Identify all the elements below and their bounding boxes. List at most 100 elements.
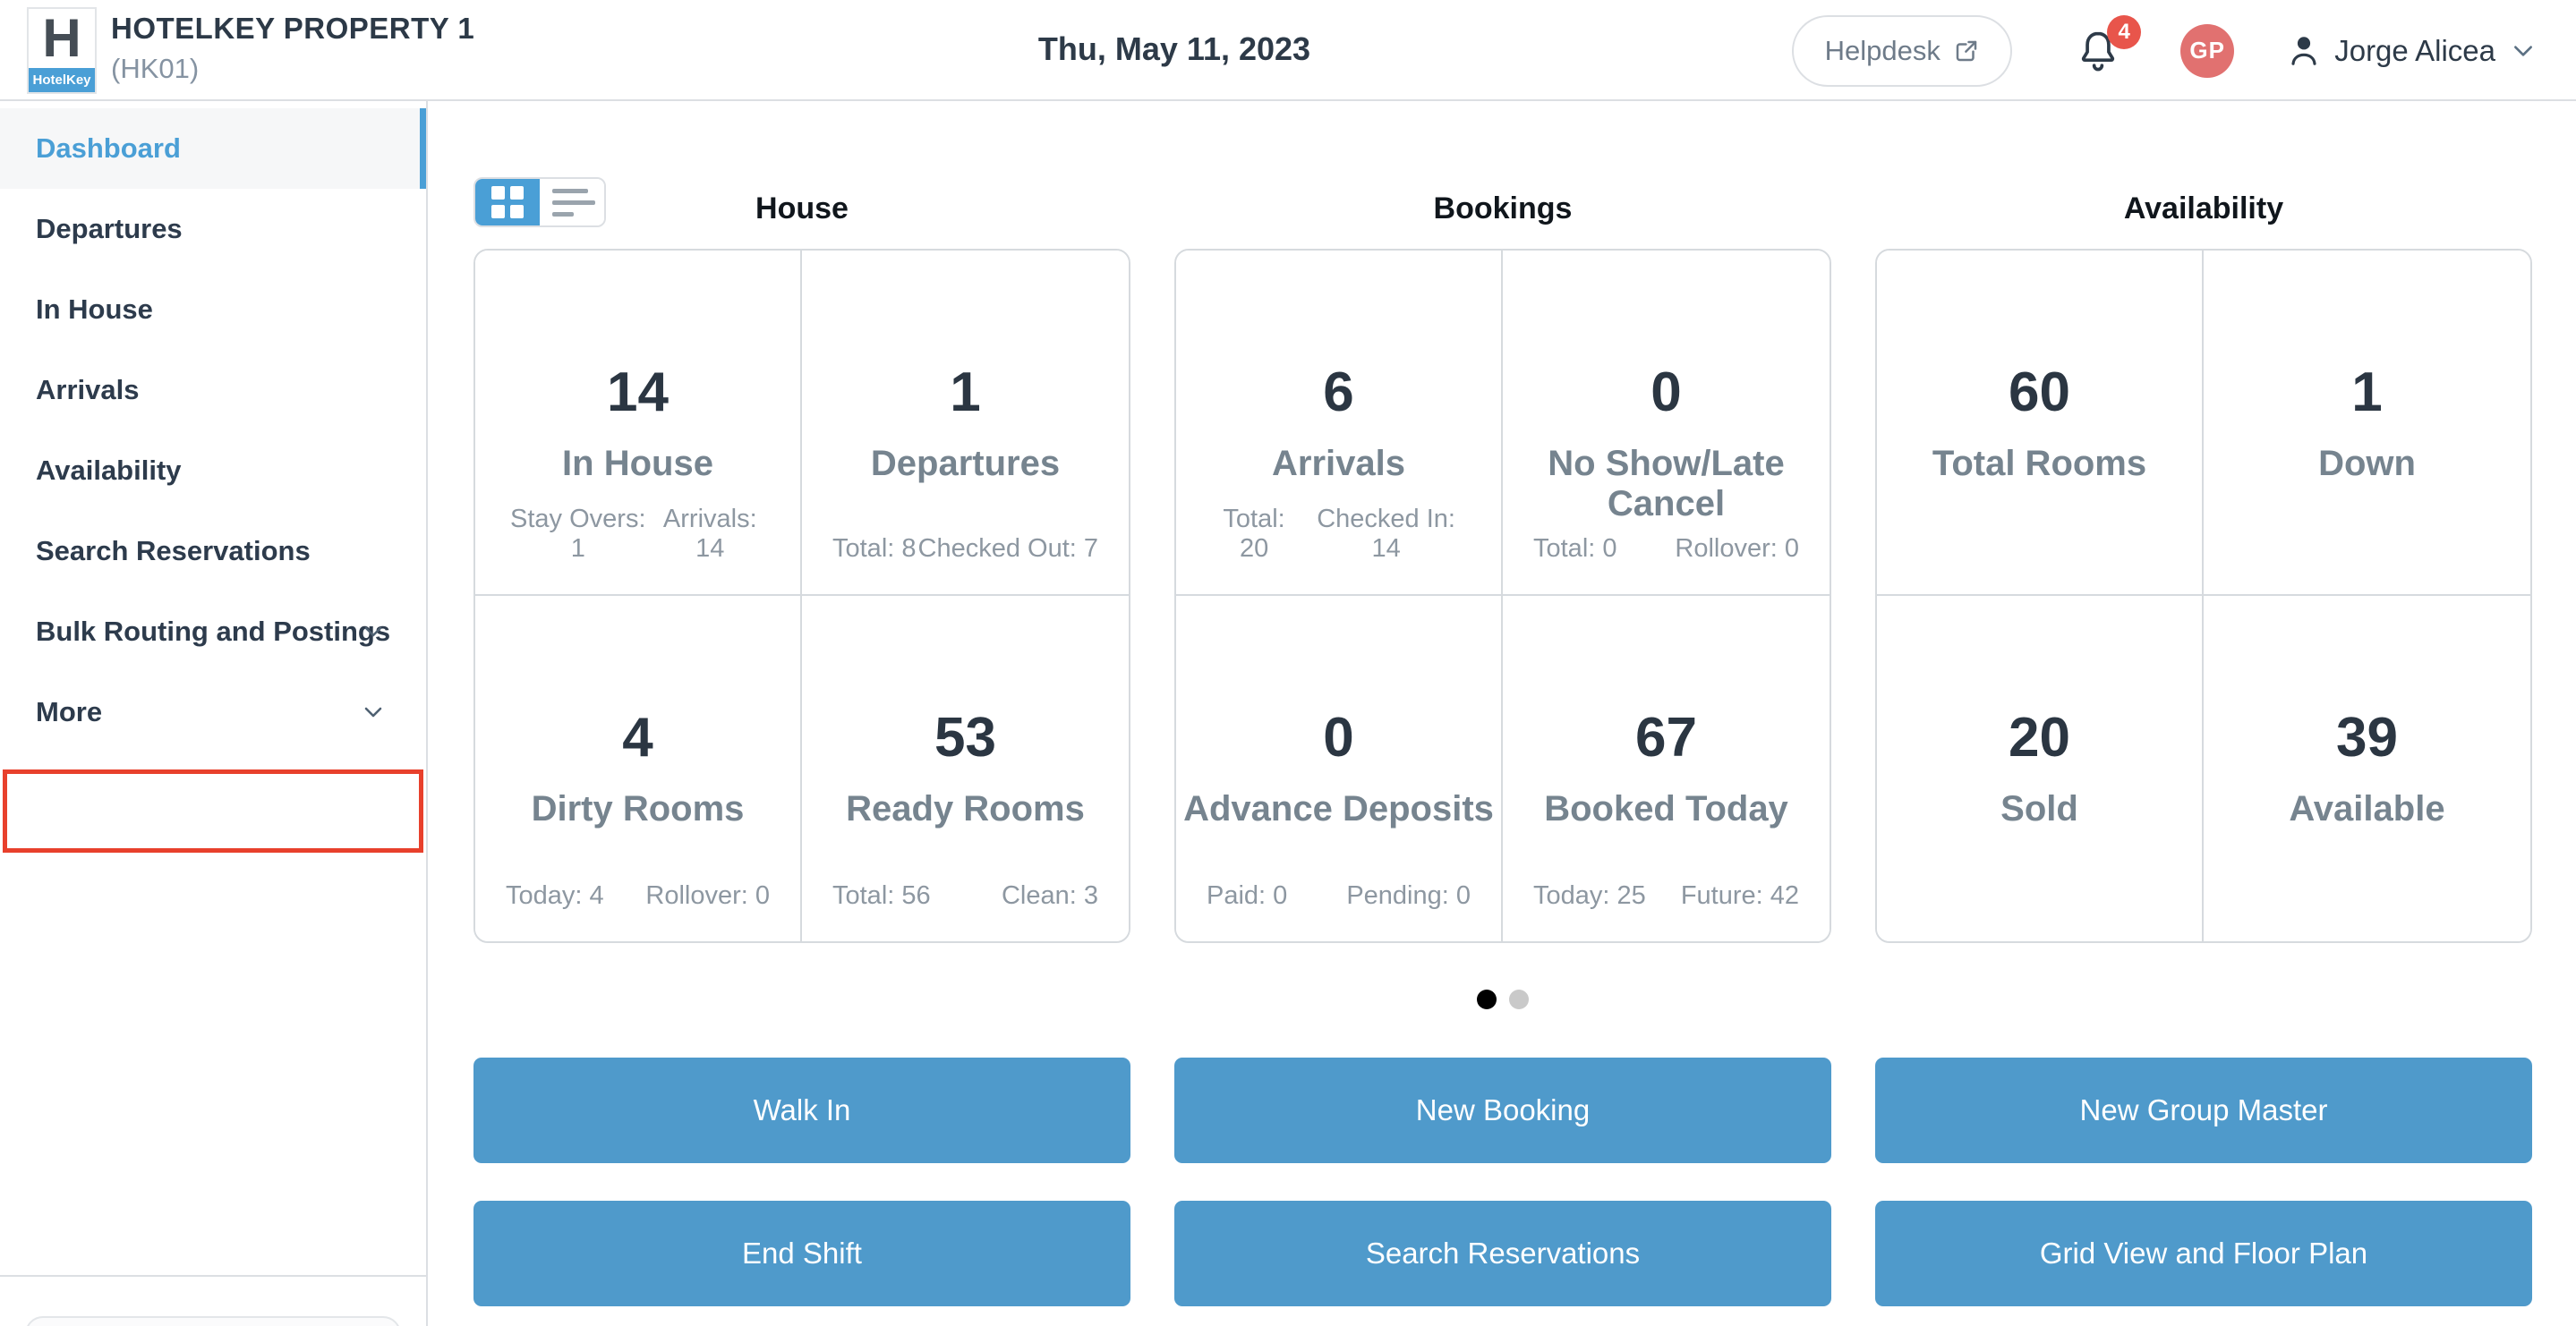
stat-label: Available bbox=[2289, 789, 2445, 829]
grid-icon bbox=[491, 186, 524, 218]
stat-label: Arrivals bbox=[1272, 444, 1405, 483]
carousel-pagination bbox=[473, 990, 2532, 1009]
sidebar-item-dashboard[interactable]: Dashboard bbox=[0, 108, 426, 189]
property-code: (HK01) bbox=[111, 53, 200, 84]
end-shift-button[interactable]: End Shift bbox=[473, 1201, 1130, 1306]
external-link-icon bbox=[1953, 38, 1980, 64]
person-icon bbox=[2286, 31, 2322, 71]
hotelkey-logo: H HotelKey bbox=[27, 7, 97, 94]
section-titles-row: House Bookings Availability bbox=[473, 168, 2532, 249]
stat-card-ready-rooms[interactable]: 53 Ready Rooms Total: 56 Clean: 3 bbox=[802, 596, 1129, 941]
stat-card-in-house[interactable]: 14 In House Stay Overs: 1 Arrivals: 14 bbox=[475, 251, 802, 596]
top-header: H HotelKey HOTELKEY PROPERTY 1 (HK01) Th… bbox=[0, 0, 2576, 101]
grid-view-floor-plan-button[interactable]: Grid View and Floor Plan bbox=[1875, 1201, 2532, 1306]
stat-value: 67 bbox=[1635, 707, 1697, 769]
stat-card-no-show[interactable]: 0 No Show/Late Cancel Total: 0 Rollover:… bbox=[1503, 251, 1830, 596]
sidebar-item-label: In House bbox=[36, 293, 153, 325]
helpdesk-label: Helpdesk bbox=[1824, 34, 1941, 66]
stat-card-available[interactable]: 39 Available bbox=[2204, 596, 2530, 941]
header-controls: Helpdesk 4 GP bbox=[1792, 0, 2538, 101]
sidebar-item-departures[interactable]: Departures bbox=[0, 189, 426, 269]
stat-card-departures[interactable]: 1 Departures Total: 8 Checked Out: 7 bbox=[802, 251, 1129, 596]
sidebar-item-search-reservations[interactable]: Search Reservations bbox=[0, 511, 426, 591]
stat-card-advance-deposits[interactable]: 0 Advance Deposits Paid: 0 Pending: 0 bbox=[1176, 596, 1503, 941]
new-group-master-button[interactable]: New Group Master bbox=[1875, 1058, 2532, 1163]
stat-label: Down bbox=[2318, 444, 2416, 483]
stat-value: 1 bbox=[2351, 361, 2383, 423]
stat-value: 1 bbox=[950, 361, 981, 423]
stat-label: Dirty Rooms bbox=[531, 789, 745, 829]
stat-value: 39 bbox=[2336, 707, 2398, 769]
stat-sub-left: Today: 25 bbox=[1533, 881, 1646, 910]
pagination-dot-active[interactable] bbox=[1477, 990, 1497, 1009]
stat-value: 53 bbox=[934, 707, 996, 769]
stat-sub-right: Arrivals: 14 bbox=[662, 505, 757, 563]
avatar[interactable]: GP bbox=[2180, 23, 2235, 78]
notifications-button[interactable]: 4 bbox=[2075, 14, 2142, 76]
grid-view-button[interactable] bbox=[475, 179, 540, 225]
stat-sub-left: Total: 20 bbox=[1223, 505, 1285, 563]
stat-sub-left: Paid: 0 bbox=[1207, 881, 1288, 910]
main-content: House Bookings Availability 14 In House … bbox=[428, 101, 2576, 1306]
stat-sub-right: Rollover: 0 bbox=[645, 881, 770, 910]
section-title-availability: Availability bbox=[2123, 191, 2284, 225]
stat-sub-left: Total: 56 bbox=[832, 881, 931, 910]
stat-value: 14 bbox=[607, 361, 669, 423]
stat-sub-left: Total: 0 bbox=[1533, 534, 1617, 563]
stat-sub-right: Rollover: 0 bbox=[1675, 534, 1799, 563]
stat-label: Departures bbox=[870, 444, 1061, 483]
stat-label: No Show/Late Cancel bbox=[1548, 444, 1785, 523]
sidebar-divider bbox=[0, 1275, 426, 1277]
stat-value: 0 bbox=[1323, 707, 1354, 769]
new-booking-button[interactable]: New Booking bbox=[1174, 1058, 1831, 1163]
stat-card-total-rooms[interactable]: 60 Total Rooms bbox=[1877, 251, 2204, 596]
stat-value: 4 bbox=[622, 707, 653, 769]
stat-sub-right: Checked In: 14 bbox=[1317, 505, 1455, 563]
current-date: Thu, May 11, 2023 bbox=[1037, 30, 1311, 67]
stat-sub-left: Total: 8 bbox=[832, 534, 917, 563]
notification-badge: 4 bbox=[2107, 14, 2142, 49]
sidebar-bottom-panel[interactable] bbox=[25, 1316, 401, 1326]
stat-label: Ready Rooms bbox=[846, 789, 1085, 829]
stat-card-dirty-rooms[interactable]: 4 Dirty Rooms Today: 4 Rollover: 0 bbox=[475, 596, 802, 941]
helpdesk-button[interactable]: Helpdesk bbox=[1792, 14, 2013, 87]
chevron-down-icon bbox=[356, 621, 390, 642]
sidebar-item-label: Bulk Routing and Postings bbox=[36, 616, 391, 647]
stat-value: 0 bbox=[1651, 361, 1682, 423]
search-reservations-button[interactable]: Search Reservations bbox=[1174, 1201, 1831, 1306]
stat-sub-right: Checked Out: 7 bbox=[917, 534, 1099, 563]
section-house: 14 In House Stay Overs: 1 Arrivals: 14 1… bbox=[473, 249, 1130, 943]
stat-label: Advance Deposits bbox=[1183, 789, 1494, 829]
stat-card-arrivals[interactable]: 6 Arrivals Total: 20 Checked In: 14 bbox=[1176, 251, 1503, 596]
walk-in-button[interactable]: Walk In bbox=[473, 1058, 1130, 1163]
stat-card-booked-today[interactable]: 67 Booked Today Today: 25 Future: 42 bbox=[1503, 596, 1830, 941]
logo-brand: HotelKey bbox=[29, 68, 95, 92]
sidebar-item-bulk-routing[interactable]: Bulk Routing and Postings bbox=[0, 591, 426, 672]
sidebar-item-in-house[interactable]: In House bbox=[0, 269, 426, 350]
annotation-highlight-box bbox=[3, 769, 423, 853]
sidebar: Dashboard Departures In House Arrivals A… bbox=[0, 101, 428, 1326]
stat-sub-left: Today: 4 bbox=[506, 881, 604, 910]
stat-card-sold[interactable]: 20 Sold bbox=[1877, 596, 2204, 941]
stat-sub-right: Clean: 3 bbox=[1001, 881, 1098, 910]
sidebar-item-label: Search Reservations bbox=[36, 535, 311, 566]
stat-sub-right: Pending: 0 bbox=[1346, 881, 1471, 910]
user-menu[interactable]: Jorge Alicea bbox=[2286, 31, 2538, 71]
sidebar-item-availability[interactable]: Availability bbox=[0, 430, 426, 511]
sidebar-nav: Dashboard Departures In House Arrivals A… bbox=[0, 101, 426, 752]
section-title-house: House bbox=[755, 191, 849, 225]
stat-label: Booked Today bbox=[1544, 789, 1788, 829]
sidebar-item-label: Availability bbox=[36, 455, 182, 486]
stat-label: In House bbox=[562, 444, 713, 483]
list-view-button[interactable] bbox=[540, 179, 604, 225]
sidebar-item-more[interactable]: More bbox=[0, 672, 426, 752]
pagination-dot[interactable] bbox=[1509, 990, 1529, 1009]
list-icon bbox=[552, 188, 588, 193]
stat-sub-left: Stay Overs: 1 bbox=[510, 505, 646, 563]
sidebar-item-arrivals[interactable]: Arrivals bbox=[0, 350, 426, 430]
sidebar-item-label: More bbox=[36, 696, 103, 727]
stat-value: 60 bbox=[2009, 361, 2070, 423]
sidebar-item-label: Departures bbox=[36, 213, 183, 244]
stat-card-down[interactable]: 1 Down bbox=[2204, 251, 2530, 596]
property-name: HOTELKEY PROPERTY 1 bbox=[111, 12, 475, 45]
